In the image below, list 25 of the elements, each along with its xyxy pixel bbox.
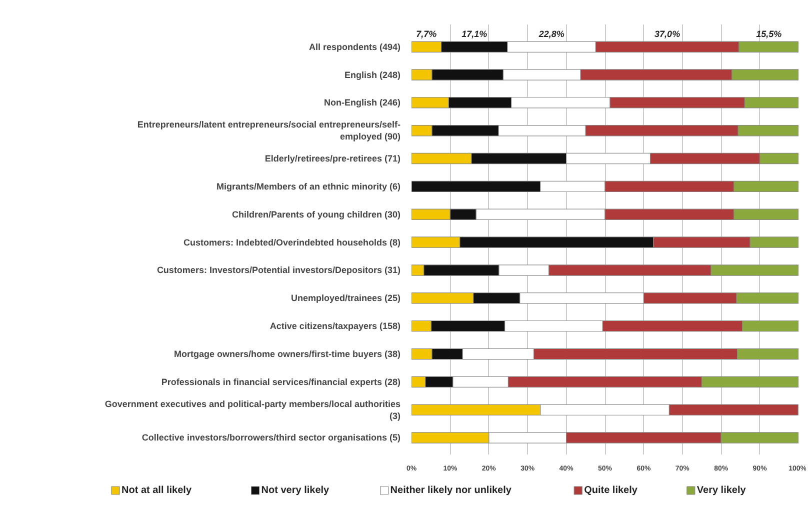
y-tick-label: Elderly/retirees/pre-retirees (71) [264, 154, 401, 164]
legend-label: Not at all likely [122, 485, 192, 496]
data-label: 7,7% [416, 29, 437, 40]
y-tick-label: Collective investors/borrowers/third sector organisations (5) [142, 432, 401, 443]
y-tick-label: Government executives and political-party members/local authorities (3) [104, 398, 401, 421]
legend-label: Not very likely [261, 485, 330, 496]
y-tick-label: Customers: Investors/Potential investors/Depositors (31) [156, 265, 401, 276]
data-label: 37,0% [654, 29, 680, 40]
y-tick-label: Active citizens/taxpayers (158) [270, 321, 401, 332]
legend-label: Very likely [696, 485, 746, 496]
data-label: 17,1% [462, 29, 488, 40]
y-tick-label: Customers: Indebted/Overindebted households (8) [183, 237, 401, 248]
data-label: 22,8% [538, 29, 564, 40]
y-tick-label: Mortgage owners/home owners/first-time buyers (38) [174, 348, 401, 359]
y-tick-label: Migrants/Members of an ethnic minority (6) [216, 181, 401, 192]
y-tick-label: Children/Parents of young children (30) [232, 209, 401, 220]
legend-label: Neither likely nor unlikely [390, 485, 512, 496]
y-tick-label: Entrepreneurs/latent entrepreneurs/social entrepreneurs/self-employed (90) [137, 120, 401, 142]
y-tick-label: Unemployed/trainees (25) [290, 293, 401, 304]
data-label: 15,5% [756, 29, 782, 40]
y-tick-label: English (248) [344, 70, 401, 80]
legend-label: Quite likely [584, 485, 638, 496]
y-tick-label: Professionals in financial services/financial experts (28) [161, 376, 401, 387]
y-tick-label: Non-English (246) [324, 98, 401, 108]
y-tick-label: All respondents (494) [308, 42, 401, 52]
